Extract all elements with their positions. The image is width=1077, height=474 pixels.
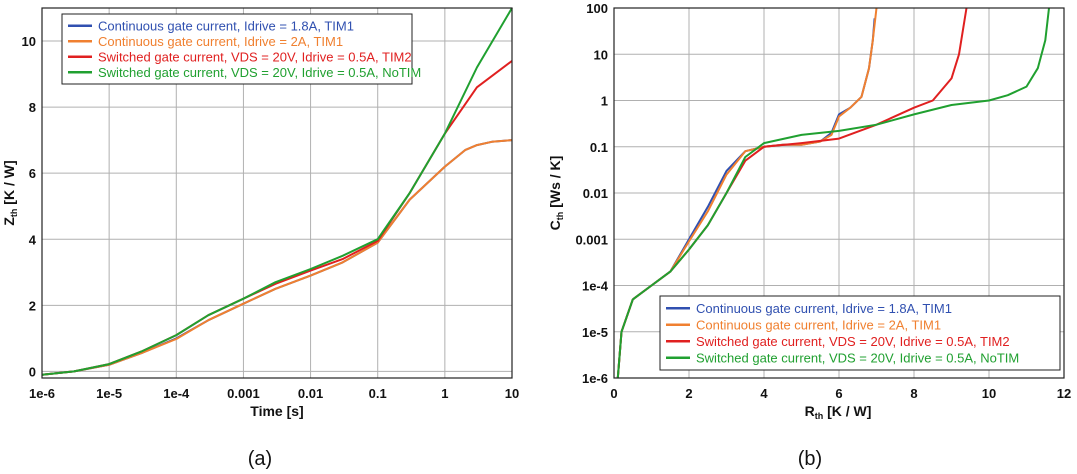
panel-a-caption: (a) [248,448,272,470]
panel-b-x-tick-label: 12 [1057,386,1071,401]
panel-a-legend-label-3: Switched gate current, VDS = 20V, Idrive… [98,49,412,64]
panel-a-chart: 1e-6 1e-5 1e-4 0.001 0.01 0.1 1 10 0 2 4 6 8 10 Time… [1,7,519,470]
panel-b-legend-label-4: Switched gate current, VDS = 20V, Idrive… [696,350,1019,365]
panel-a-x-axis-label: Time [s] [250,403,303,419]
panel-b-y-tick-label: 1 [601,94,608,109]
panel-a-x-ticks: 1e-6 1e-5 1e-4 0.001 0.01 0.1 1 10 [29,386,519,401]
panel-b-x-tick-label: 6 [835,386,842,401]
panel-b-chart: 0 2 4 6 8 10 12 1e-6 1e-5 1e-4 0.001 0.01 0.1 1 10 100… [547,1,1071,470]
panel-b-y-ticks: 1e-6 1e-5 1e-4 0.001 0.01 0.1 1 10 100 [575,1,608,386]
panel-a-y-tick-label: 4 [29,232,37,247]
panel-b-legend-label-3: Switched gate current, VDS = 20V, Idrive… [696,334,1010,349]
panel-a-y-tick-label: 2 [29,298,36,313]
panel-a-series [41,7,513,376]
panel-b-x-label-unit: [K / W] [823,403,871,419]
panel-a-y-tick-label: 6 [29,166,36,181]
panel-b-y-tick-label: 0.001 [575,232,608,247]
panel-b-y-tick-label: 0.1 [590,140,608,155]
panel-b-x-tick-label: 8 [910,386,917,401]
panel-b-x-tick-label: 10 [982,386,996,401]
panel-a-x-tick-label: 1e-4 [163,386,190,401]
panel-a-x-tick-label: 0.01 [298,386,323,401]
panel-b-x-label-main: R [805,403,815,419]
panel-a-series-line-4 [41,7,513,376]
panel-a-y-label-sub: th [9,209,19,218]
panel-b-y-tick-label: 10 [594,47,608,62]
panel-a-y-tick-label: 8 [29,100,36,115]
panel-b-series [616,7,1050,379]
panel-b-series-line-4 [616,7,1050,379]
panel-a-legend-label-4: Switched gate current, VDS = 20V, Idrive… [98,65,421,80]
panel-b-x-ticks: 0 2 4 6 8 10 12 [610,386,1071,401]
panel-b-legend: Continuous gate current, Idrive = 1.8A, … [659,295,1061,371]
panel-b-y-label-main: C [547,220,563,230]
panel-a-x-tick-label: 1 [441,386,448,401]
panel-a-series-line-2 [41,139,513,376]
panel-b-x-tick-label: 2 [685,386,692,401]
panel-a-y-axis-label: Zth [K / W] [1,160,19,225]
panel-b-caption: (b) [798,448,822,470]
panel-a-legend: Continuous gate current, Idrive = 1.8A, … [61,13,421,85]
panel-b-x-tick-label: 4 [760,386,768,401]
panel-a-y-label-main: Z [1,217,17,226]
panel-b-x-label-sub: th [815,411,824,421]
panel-b-frame [613,7,1065,379]
panel-b-y-tick-label: 1e-4 [582,279,609,294]
panel-a-y-tick-label: 0 [29,364,36,379]
panel-a-x-tick-label: 0.001 [227,386,260,401]
panel-b-y-tick-label: 1e-5 [582,325,608,340]
panel-b-y-label-sub: th [555,212,565,221]
panel-a-x-tick-label: 1e-5 [96,386,122,401]
panel-b-legend-label-2: Continuous gate current, Idrive = 2A, TI… [696,317,941,332]
panel-b-y-axis-label: Cth [Ws / K] [547,156,565,231]
panel-b-y-tick-label: 100 [586,1,608,16]
panel-b-y-tick-label: 0.01 [583,186,608,201]
panel-a-x-tick-label: 1e-6 [29,386,55,401]
panel-b-y-tick-label: 1e-6 [582,371,608,386]
panel-b-y-label-unit: [Ws / K] [547,156,563,212]
panel-b-x-tick-label: 0 [610,386,617,401]
panel-b-legend-box [659,295,1061,371]
panel-a-legend-box [61,13,413,85]
panel-a-legend-label-1: Continuous gate current, Idrive = 1.8A, … [98,18,354,33]
panel-a-y-label-unit: [K / W] [1,160,17,208]
panel-a-legend-label-2: Continuous gate current, Idrive = 2A, TI… [98,34,343,49]
panel-a-y-ticks: 0 2 4 6 8 10 [22,34,37,379]
panel-b-legend-label-1: Continuous gate current, Idrive = 1.8A, … [696,301,952,316]
panel-a-y-tick-label: 10 [22,34,36,49]
panel-a-x-tick-label: 0.1 [369,386,387,401]
panel-b-x-axis-label: Rth [K / W] [805,403,872,421]
panel-a-x-tick-label: 10 [505,386,519,401]
panel-a-frame [41,7,513,379]
